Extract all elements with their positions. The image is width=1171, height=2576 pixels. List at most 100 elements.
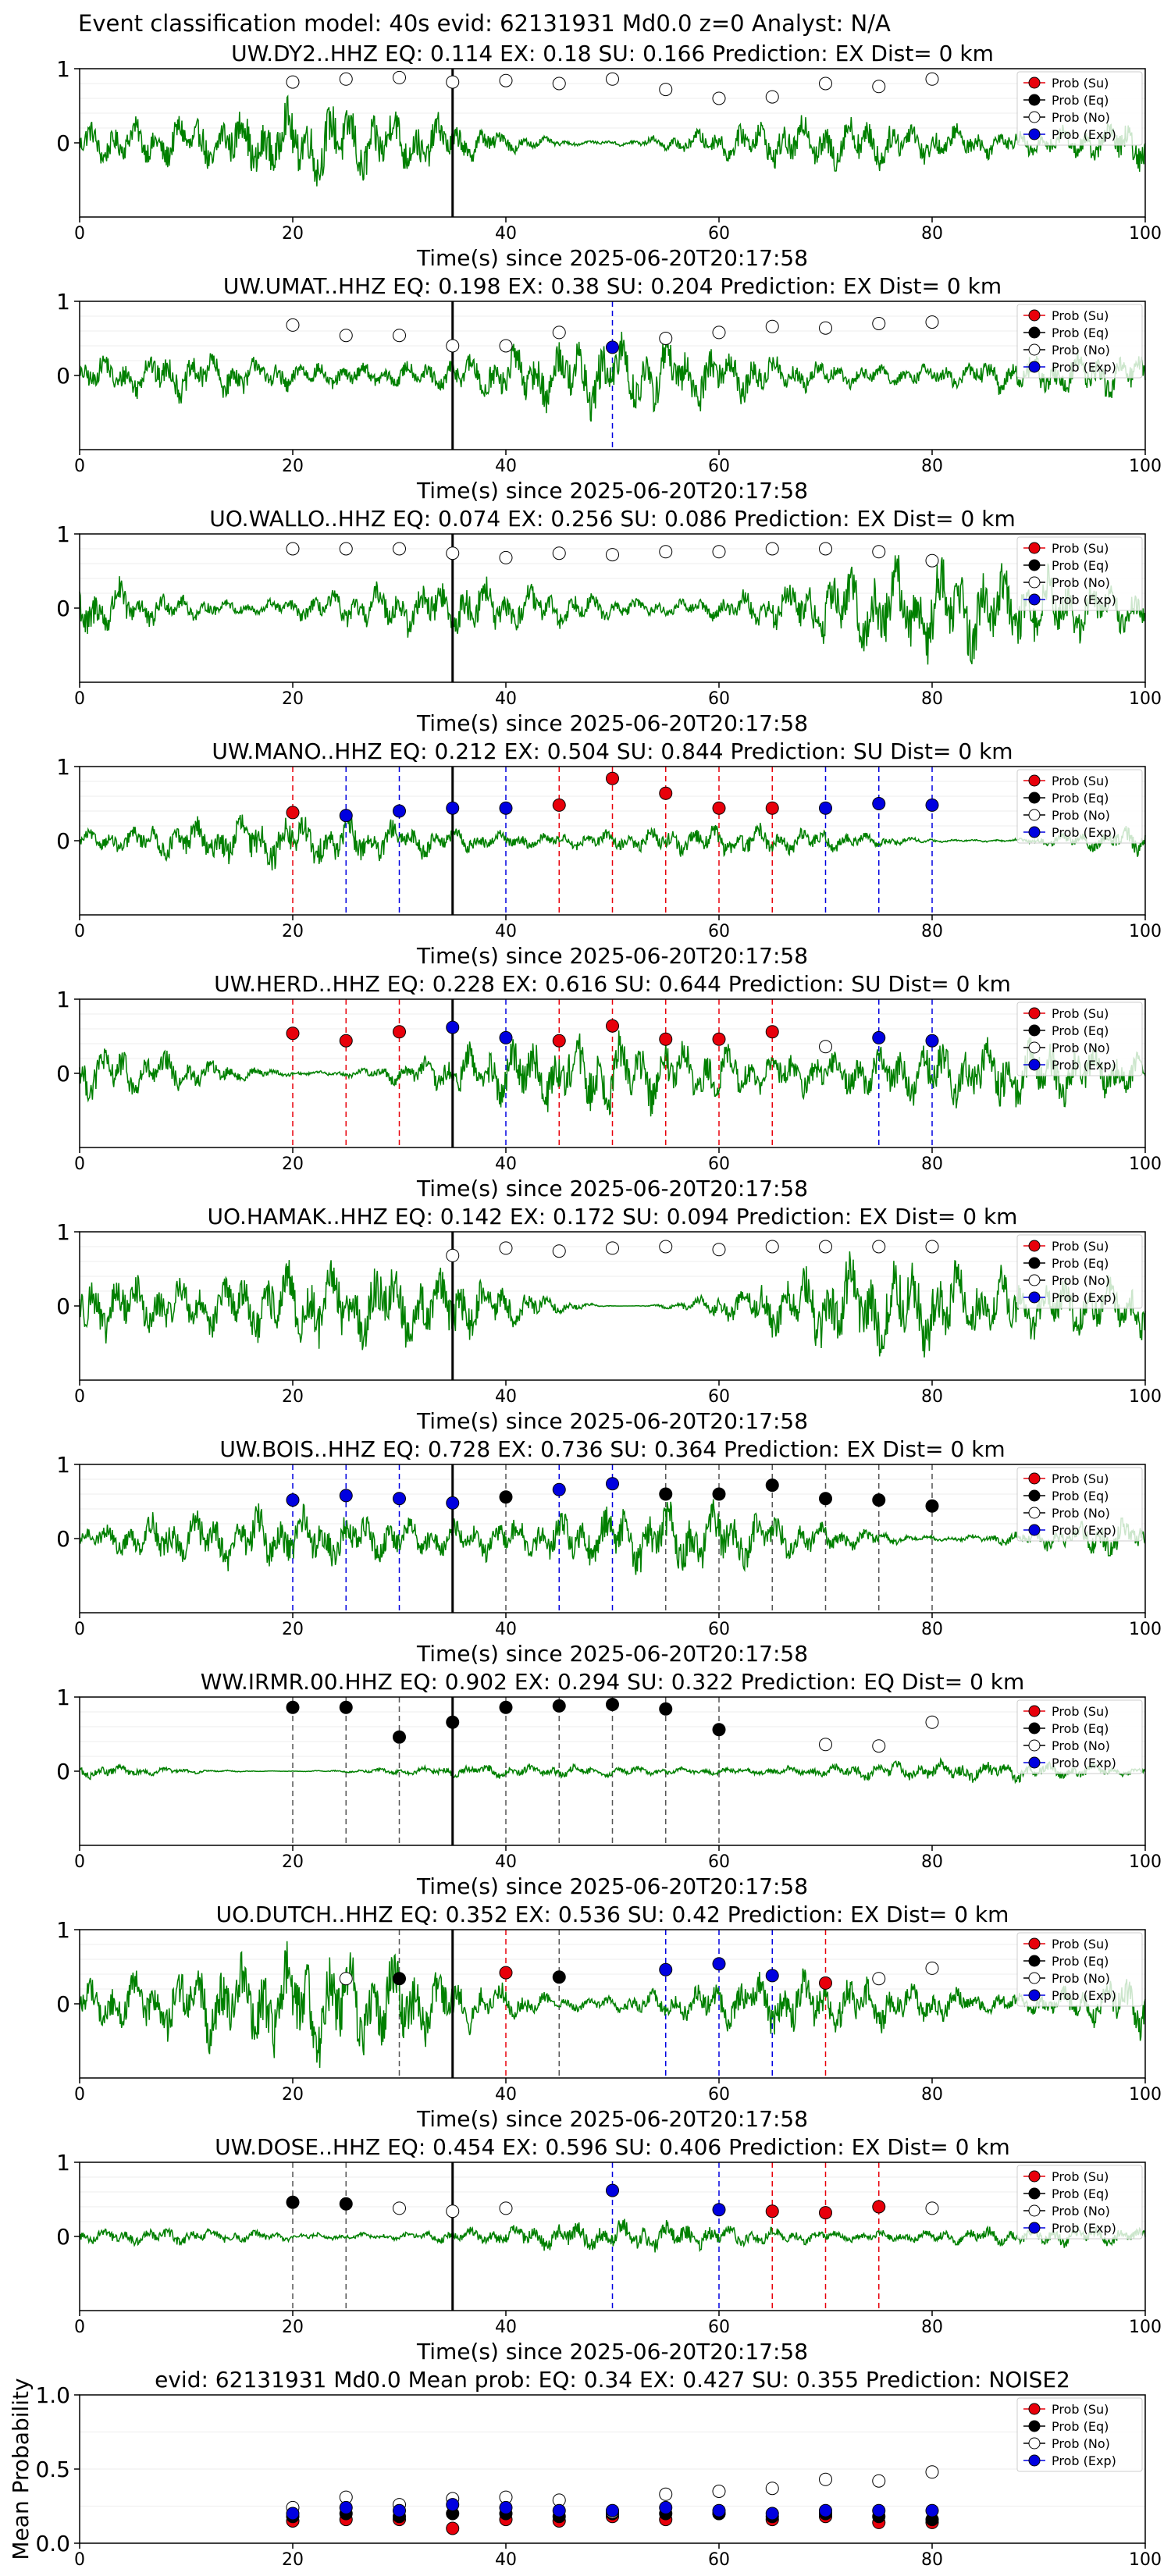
legend-marker-no: [1028, 1041, 1041, 1054]
panel-title: UW.HERD..HHZ EQ: 0.228 EX: 0.616 SU: 0.6…: [214, 971, 1011, 997]
prob-point-no: [872, 317, 886, 330]
mean-point-su: [446, 2521, 460, 2535]
legend-label-eq: Prob (Eq): [1052, 93, 1109, 108]
x-axis-label: Time(s) since 2025-06-20T20:17:58: [416, 943, 808, 969]
x-axis-label: Time(s) since 2025-06-20T20:17:58: [416, 1873, 808, 1899]
x-tick-label: 40: [495, 689, 517, 709]
x-tick-label: 80: [921, 2318, 943, 2337]
prob-point-no: [339, 72, 353, 86]
prob-point-no: [339, 542, 353, 556]
legend-marker-no: [1028, 1972, 1041, 1984]
legend-marker-no: [1028, 343, 1041, 356]
prob-point-exp: [925, 798, 939, 812]
x-tick-label: 100: [1129, 1852, 1162, 1872]
x-tick-label: 0: [74, 689, 85, 709]
prob-point-no: [499, 339, 513, 353]
prob-point-eq: [446, 1715, 460, 1729]
legend-marker-su: [1028, 1937, 1041, 1950]
prob-point-no: [712, 1243, 726, 1257]
mean-point-exp: [286, 2507, 300, 2521]
y-tick-label: 0: [56, 828, 70, 854]
legend-box: [1016, 1234, 1143, 1309]
x-tick-label: 80: [921, 1387, 943, 1407]
prob-point-eq: [765, 1478, 779, 1493]
y-tick-label: 0.0: [35, 2531, 70, 2556]
prob-point-exp: [446, 1496, 460, 1510]
x-axis-label: Time(s) since 2025-06-20T20:17:58: [416, 710, 808, 736]
x-tick-label: 60: [708, 2318, 730, 2337]
x-axis-label: Time(s) since 2025-06-20T20:17:58: [416, 245, 808, 271]
mean-point-no: [712, 2485, 726, 2498]
x-tick-label: 100: [1129, 1155, 1162, 1174]
legend-label-no: Prob (No): [1052, 808, 1110, 823]
x-tick-label: 0: [74, 1620, 85, 1639]
x-tick-label: 100: [1129, 689, 1162, 709]
legend-label-su: Prob (Su): [1052, 541, 1109, 556]
panel-0: UW.DY2..HHZ EQ: 0.114 EX: 0.18 SU: 0.166…: [56, 41, 1162, 271]
legend-label-su: Prob (Su): [1052, 2169, 1109, 2184]
prob-point-eq: [499, 1700, 513, 1714]
x-tick-label: 20: [282, 1387, 304, 1407]
legend-marker-su: [1028, 1240, 1041, 1252]
prob-point-no: [659, 545, 673, 559]
mean-point-exp: [499, 2500, 513, 2514]
x-tick-label: 20: [282, 224, 304, 244]
x-tick-label: 60: [708, 2550, 730, 2570]
x-tick-label: 0: [74, 1852, 85, 1872]
prob-point-no: [499, 550, 513, 564]
legend-marker-exp: [1028, 361, 1041, 373]
prob-point-no: [659, 332, 673, 345]
prob-point-eq: [286, 2195, 300, 2209]
x-tick-label: 0: [74, 2318, 85, 2337]
x-tick-label: 60: [708, 1852, 730, 1872]
x-tick-label: 80: [921, 457, 943, 476]
y-tick-label: 1: [56, 289, 70, 315]
legend-marker-no: [1028, 1274, 1041, 1286]
prob-point-exp: [712, 1957, 726, 1971]
prob-point-no: [925, 1715, 939, 1729]
panel-title: UO.DUTCH..HHZ EQ: 0.352 EX: 0.536 SU: 0.…: [216, 1902, 1009, 1927]
mean-point-no: [872, 2474, 886, 2488]
x-tick-label: 20: [282, 2550, 304, 2570]
y-tick-label: 0: [56, 363, 70, 389]
prob-point-eq: [659, 1702, 673, 1716]
prob-point-no: [552, 76, 566, 91]
legend-label-no: Prob (No): [1052, 1971, 1110, 1986]
prob-point-eq: [286, 1700, 300, 1714]
x-tick-label: 40: [495, 1155, 517, 1174]
x-tick-label: 20: [282, 1155, 304, 1174]
y-tick-label: 1: [56, 754, 70, 780]
legend-marker-no: [1028, 1739, 1041, 1752]
prob-point-no: [712, 545, 726, 559]
prob-point-no: [712, 91, 726, 105]
prob-point-su: [659, 786, 673, 800]
y-tick-label: 1.0: [35, 2382, 70, 2408]
prob-point-exp: [552, 1482, 566, 1496]
legend-label-no: Prob (No): [1052, 1738, 1110, 1753]
legend-label-exp: Prob (Exp): [1052, 2221, 1116, 2236]
prob-point-exp: [286, 1493, 300, 1507]
prob-point-exp: [925, 1034, 939, 1048]
prob-point-no: [872, 1240, 886, 1254]
legend-marker-su: [1028, 1472, 1041, 1485]
prob-point-exp: [606, 2183, 619, 2197]
prob-point-no: [819, 1040, 832, 1054]
legend-label-no: Prob (No): [1052, 1506, 1110, 1521]
prob-point-no: [925, 72, 939, 86]
y-tick-label: 0: [56, 130, 70, 156]
legend-label-exp: Prob (Exp): [1052, 360, 1116, 375]
x-tick-label: 0: [74, 2550, 85, 2570]
panel-1: UW.UMAT..HHZ EQ: 0.198 EX: 0.38 SU: 0.20…: [56, 273, 1162, 503]
prob-point-su: [552, 1034, 566, 1048]
waveform-trace: [79, 331, 1146, 422]
plot-area: [80, 1930, 1145, 2078]
legend-label-exp: Prob (Exp): [1052, 127, 1116, 142]
panel-title: WW.IRMR.00.HHZ EQ: 0.902 EX: 0.294 SU: 0…: [201, 1669, 1025, 1695]
mean-point-exp: [872, 2503, 886, 2517]
x-tick-label: 20: [282, 689, 304, 709]
legend-label-exp: Prob (Exp): [1052, 1988, 1116, 2003]
x-tick-label: 100: [1129, 457, 1162, 476]
prob-point-eq: [339, 2197, 353, 2211]
x-tick-label: 80: [921, 1155, 943, 1174]
mean-point-exp: [606, 2503, 619, 2517]
